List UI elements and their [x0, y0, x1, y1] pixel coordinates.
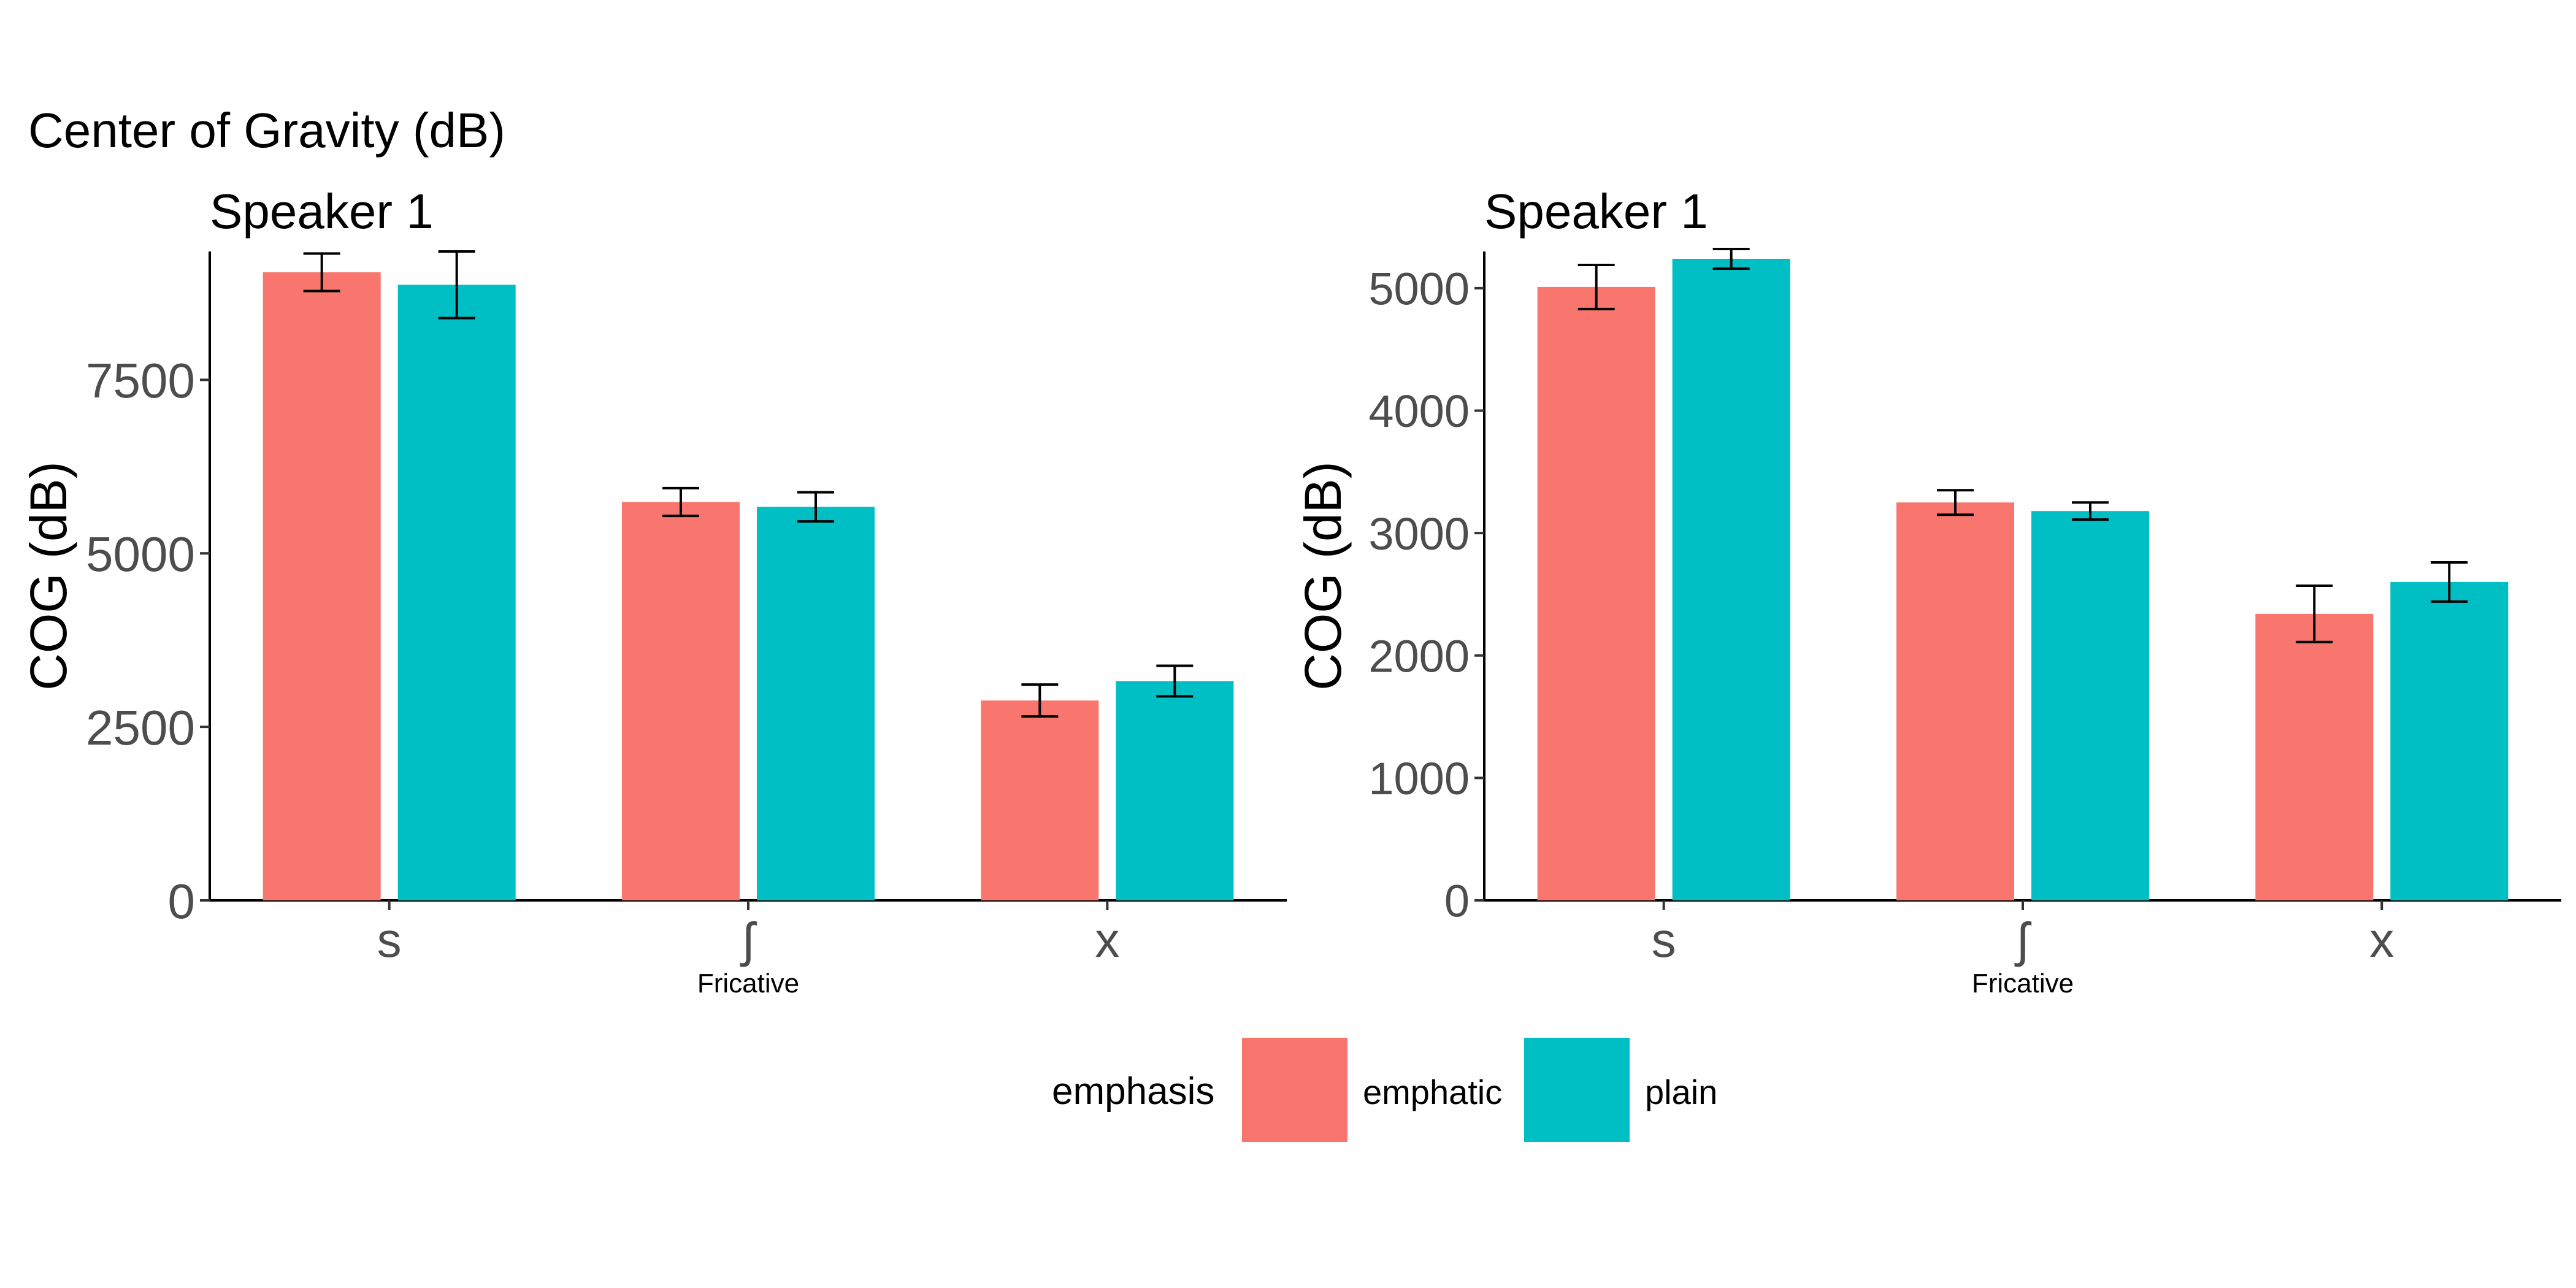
bar-emphatic-1 [622, 502, 740, 900]
x-tick-label: s [1652, 913, 1676, 967]
y-tick-label: 3000 [1368, 508, 1470, 559]
x-axis-label: Fricative [697, 968, 799, 999]
legend: emphasis emphatic plain [1052, 1038, 1717, 1142]
x-tick-label: x [2369, 913, 2394, 967]
panel-title: Speaker 1 [1484, 184, 1708, 239]
y-tick-label: 2000 [1368, 631, 1470, 681]
bar-emphatic-1 [1896, 502, 2014, 900]
bar-plain-1 [2031, 511, 2149, 900]
bar-emphatic-0 [263, 272, 381, 900]
chart-panel-left: Speaker 1 0 2500 5000 7500 s ʃ x Fricative COG (d… [20, 184, 1287, 999]
bar-emphatic-2 [981, 700, 1099, 900]
y-axis-label: COG (dB) [20, 461, 77, 690]
y-tick-label: 0 [1444, 876, 1470, 927]
x-tick-label: ʃ [740, 913, 757, 967]
legend-swatch-plain [1524, 1038, 1630, 1142]
y-tick-label: 5000 [1368, 264, 1470, 315]
chart-panel-right: Speaker 1 0 1000 2000 3000 4000 5000 s ʃ x Fricati… [1294, 184, 2561, 999]
bar-plain-0 [397, 285, 516, 900]
figure-title: Center of Gravity (dB) [28, 103, 505, 158]
legend-title: emphasis [1052, 1070, 1214, 1113]
legend-label-emphatic: emphatic [1363, 1073, 1502, 1111]
x-axis-label: Fricative [1972, 968, 2074, 999]
bar-emphatic-0 [1537, 286, 1655, 900]
y-axis-label: COG (dB) [1294, 461, 1352, 690]
bar-plain-2 [1116, 681, 1234, 900]
x-tick-label: s [377, 913, 402, 967]
y-tick-label: 2500 [86, 700, 195, 755]
legend-swatch-emphatic [1242, 1038, 1347, 1142]
x-tick-label: x [1095, 913, 1119, 967]
y-tick-label: 7500 [86, 353, 195, 408]
bar-emphatic-2 [2255, 613, 2374, 900]
bar-plain-2 [2390, 581, 2509, 900]
y-tick-label: 4000 [1368, 386, 1470, 437]
panel-title: Speaker 1 [210, 184, 434, 239]
x-tick-label: ʃ [2014, 913, 2032, 967]
y-tick-label: 0 [168, 874, 196, 929]
y-tick-label: 5000 [86, 527, 195, 581]
legend-label-plain: plain [1645, 1073, 1717, 1111]
y-tick-label: 1000 [1368, 753, 1470, 804]
bar-plain-1 [757, 507, 875, 900]
bar-plain-0 [1672, 258, 1790, 901]
